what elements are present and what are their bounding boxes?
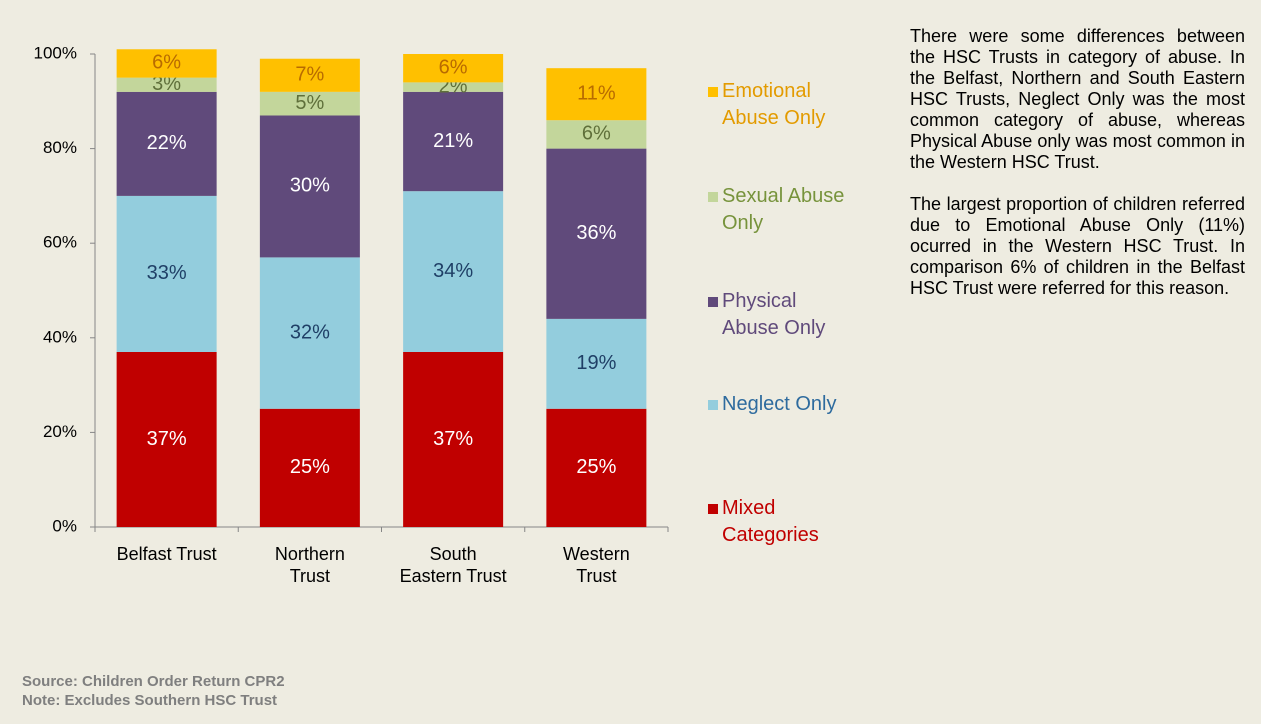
x-tick-label: Northern Trust (274, 544, 345, 586)
bar-segment (546, 120, 647, 149)
y-tick-label: 20% (43, 422, 77, 441)
legend-label: Physical Abuse Only (722, 290, 826, 339)
bar-segment (259, 115, 360, 258)
x-tick-label: Belfast Trust (116, 544, 217, 564)
x-tick-label: South Eastern Trust (399, 544, 507, 586)
bar-segment (403, 91, 504, 192)
bar-segment (116, 77, 217, 92)
bar-segment (259, 408, 360, 527)
legend-label: Emotional Abuse Only (722, 80, 826, 129)
data-label: 34% (433, 260, 473, 282)
data-label: 37% (433, 428, 473, 450)
bar-segment (546, 148, 647, 319)
commentary: There were some differences between the … (910, 26, 1245, 320)
paragraph: There were some differences between the … (910, 26, 1245, 172)
legend-label: Sexual Abuse Only (722, 185, 845, 234)
y-tick-label: 0% (52, 516, 77, 535)
bar-segment (116, 91, 217, 196)
data-label: 6% (152, 52, 181, 74)
bar-segment (403, 191, 504, 352)
legend-swatch (708, 504, 718, 514)
legend-swatch (708, 297, 718, 307)
bar-segment (259, 257, 360, 409)
data-label: 25% (290, 456, 330, 478)
data-label: 33% (147, 262, 187, 284)
data-label: 36% (576, 222, 616, 244)
data-label: 32% (290, 321, 330, 343)
y-tick-label: 40% (43, 327, 77, 346)
source: Source: Children Order Return CPR2 (22, 673, 285, 690)
data-label: 5% (295, 92, 324, 114)
bar-segment (259, 58, 360, 92)
bar-segment (116, 195, 217, 352)
data-label: 25% (576, 456, 616, 478)
legend-swatch (708, 192, 718, 202)
legend-label: Neglect Only (722, 393, 837, 415)
data-label: 21% (433, 130, 473, 152)
legend-swatch (708, 400, 718, 410)
y-tick-label: 80% (43, 138, 77, 157)
bar-segment (546, 408, 647, 527)
data-label: 6% (439, 56, 468, 78)
data-label: 11% (577, 82, 616, 104)
data-label: 7% (295, 64, 324, 86)
bar-segment (546, 318, 647, 409)
paragraph: The largest proportion of children refer… (910, 194, 1245, 298)
bar-segment (403, 351, 504, 527)
data-label: 19% (576, 352, 616, 374)
bar-segment (403, 82, 504, 92)
y-tick-label: 60% (43, 233, 77, 252)
y-tick-label: 100% (34, 43, 77, 62)
data-label: 30% (290, 175, 330, 197)
data-label: 22% (147, 132, 187, 154)
data-label: 6% (582, 123, 611, 145)
legend-label: Mixed Categories (722, 497, 819, 546)
bar-segment (116, 351, 217, 527)
bar-segment (116, 49, 217, 78)
x-tick-label: Western Trust (563, 544, 630, 586)
data-label: 3% (152, 73, 181, 95)
data-label: 37% (147, 428, 187, 450)
bar-segment (546, 68, 647, 121)
note: Note: Excludes Southern HSC Trust (22, 692, 278, 709)
legend-swatch (708, 87, 718, 97)
bar-segment (259, 91, 360, 116)
bar-segment (403, 54, 504, 83)
